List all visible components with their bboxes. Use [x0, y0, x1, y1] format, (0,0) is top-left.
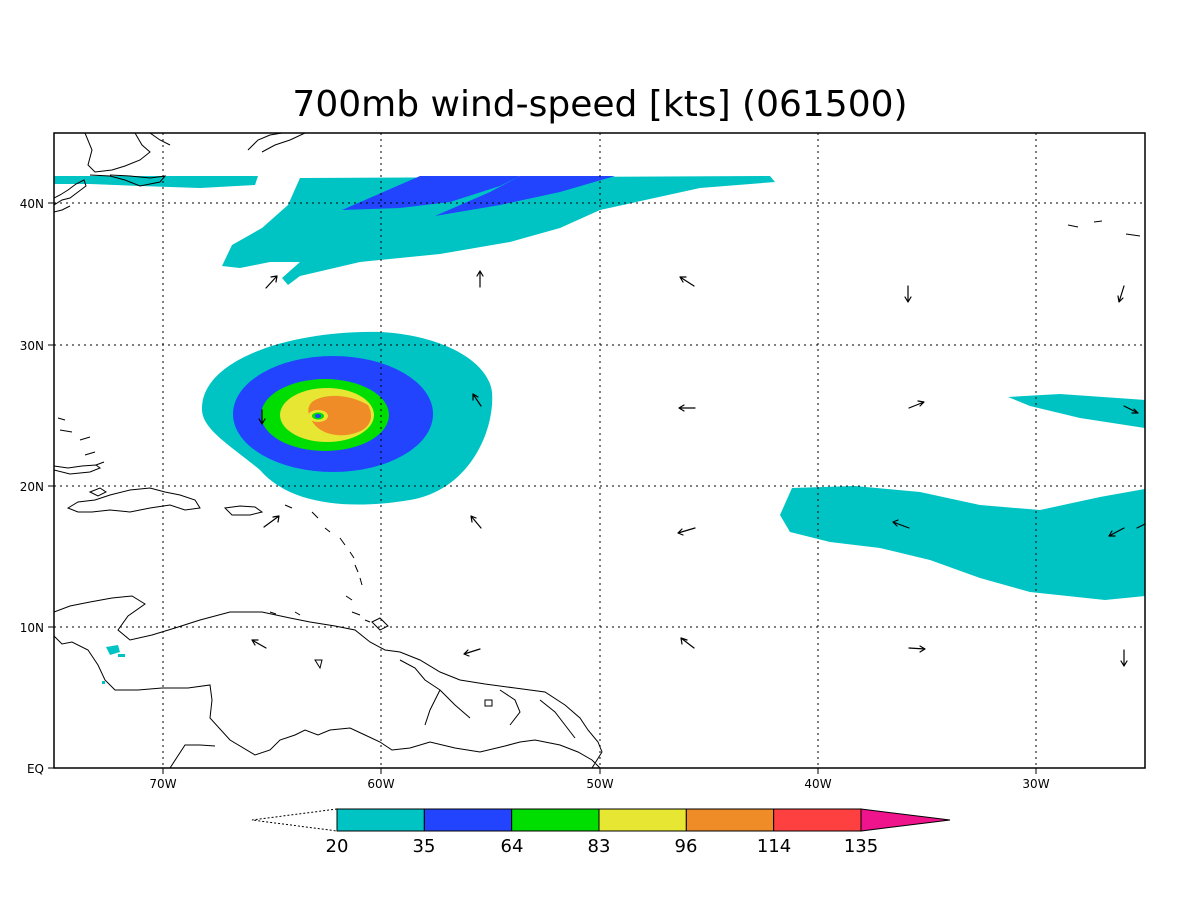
wind-arrow	[258, 409, 266, 425]
lat-label: EQ	[27, 762, 44, 776]
colorbar-swatch	[511, 808, 600, 832]
colorbar-label: 114	[757, 836, 791, 857]
lon-label: 50W	[586, 777, 613, 791]
jet-contour-35-a	[342, 176, 520, 210]
wind-arrow	[908, 400, 925, 409]
coastline-south-america	[54, 595, 603, 768]
wind-arrow	[904, 285, 912, 303]
colorbar-swatch	[336, 808, 425, 832]
wind-arrow	[472, 393, 482, 407]
axis-labels: 70W 60W 50W 40W 30W 40N 30N 20N 10N EQ	[20, 197, 1050, 791]
wind-arrow	[679, 276, 695, 287]
coastline-jamaica	[88, 487, 107, 497]
colorbar-swatch	[423, 808, 513, 832]
colorbar-label: 83	[588, 836, 611, 857]
colorbar-label: 20	[326, 836, 349, 857]
wind-arrow	[1117, 285, 1125, 303]
wind-arrow	[1123, 405, 1139, 414]
colorbar-label: 135	[844, 836, 878, 857]
colorbar: 20 35 64 83 96 114 135	[251, 808, 951, 857]
lon-label: 30W	[1022, 777, 1049, 791]
wind-arrow	[463, 648, 481, 657]
coastline-hispaniola	[66, 487, 201, 513]
wind-arrow	[680, 637, 695, 649]
northeast-contour-20	[1008, 394, 1145, 428]
coastline-bahamas	[57, 417, 105, 466]
wind-arrow	[677, 527, 696, 536]
colorbar-high-extension	[860, 808, 951, 832]
wind-arrow	[265, 275, 278, 289]
wind-arrow	[476, 270, 484, 288]
coastline-azores	[1067, 220, 1141, 237]
jet-coastal-contour-20	[54, 176, 258, 188]
colorbar-swatch	[773, 808, 862, 832]
lat-label: 30N	[20, 339, 44, 353]
lat-label: 40N	[20, 197, 44, 211]
hurricane-eye	[315, 414, 321, 418]
easterly-contour-20	[780, 486, 1145, 600]
coastline-small-islands	[269, 611, 493, 707]
wind-arrow	[1136, 523, 1146, 529]
colorbar-labels: 20 35 64 83 96 114 135	[326, 836, 879, 857]
small-contour-20-a	[106, 645, 120, 655]
coastline-puerto-rico	[223, 505, 264, 516]
coastline-cuba	[54, 464, 102, 475]
lon-label: 40W	[804, 777, 831, 791]
lat-label: 10N	[20, 621, 44, 635]
colorbar-swatch	[598, 808, 687, 832]
colorbar-boxes	[336, 808, 862, 832]
wind-arrow	[470, 515, 482, 529]
coastline-trinidad	[371, 617, 389, 631]
wind-arrow	[251, 639, 267, 649]
coastline-north-america	[54, 133, 171, 213]
axis-ticks	[48, 202, 1037, 774]
wind-arrow	[892, 519, 910, 529]
wind-arrow	[1120, 649, 1128, 667]
plot-frame	[54, 133, 1145, 768]
small-contour-20-c	[102, 681, 105, 684]
colorbar-label: 64	[501, 836, 524, 857]
wind-arrow	[678, 404, 696, 412]
colorbar-low-extension	[251, 808, 338, 832]
hurricane-contour-96	[308, 395, 372, 436]
coastline-layer	[54, 133, 1141, 768]
lon-label: 70W	[149, 777, 176, 791]
colorbar-label: 35	[413, 836, 436, 857]
small-contour-20-b	[118, 654, 125, 657]
jet-contour-35-b	[435, 176, 615, 216]
wind-vectors	[251, 270, 1146, 667]
contour-layer	[54, 176, 1145, 684]
wind-arrow	[263, 515, 280, 528]
lon-label: 60W	[367, 777, 394, 791]
lat-label: 20N	[20, 480, 44, 494]
colorbar-label: 96	[675, 836, 698, 857]
coastline-lesser-antilles	[284, 504, 363, 601]
coastline-nova-scotia	[247, 133, 306, 153]
wind-arrow	[908, 645, 926, 653]
wind-arrow	[1108, 527, 1125, 537]
grid-lines	[54, 133, 1145, 768]
colorbar-swatch	[685, 808, 775, 832]
map-title: 700mb wind-speed [kts] (061500)	[292, 84, 907, 125]
